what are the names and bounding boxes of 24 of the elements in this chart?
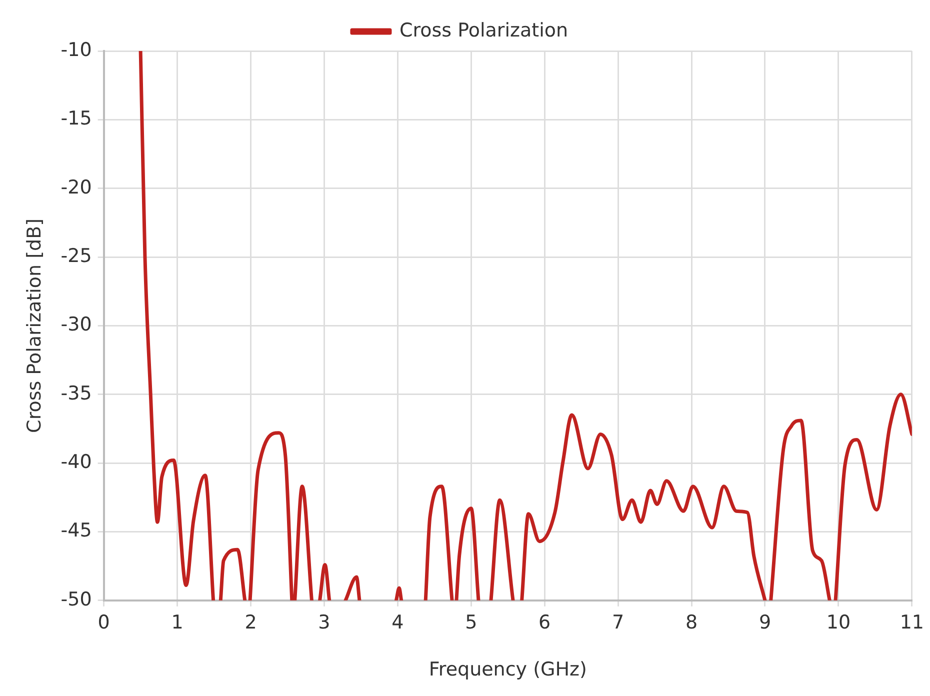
x-tick-label: 0	[98, 612, 110, 634]
x-tick-label: 11	[900, 612, 924, 634]
y-axis-title: Cross Polarization [dB]	[23, 218, 46, 433]
x-tick-label: 9	[758, 612, 772, 634]
x-tick-label: 4	[392, 612, 404, 634]
y-tick-label: -35	[60, 382, 92, 404]
y-tick-label: -15	[60, 108, 92, 130]
y-tick-label: -30	[60, 314, 92, 336]
x-tick-label: 2	[244, 612, 257, 634]
x-tick-label: 10	[826, 612, 851, 634]
y-tick-label: -50	[60, 588, 92, 610]
y-tick-label: -40	[60, 450, 92, 473]
y-tick-label: -20	[60, 176, 92, 198]
x-tick-label: 6	[538, 612, 551, 634]
x-tick-label: 1	[171, 612, 184, 634]
x-tick-label: 5	[465, 612, 478, 634]
y-tick-label: -25	[60, 244, 92, 267]
y-tick-label: -10	[60, 38, 92, 61]
x-tick-label: 8	[685, 612, 698, 634]
x-tick-label: 7	[612, 612, 624, 634]
x-axis-title: Frequency (GHz)	[428, 658, 587, 681]
y-tick-label: -45	[60, 520, 92, 542]
x-tick-label: 3	[318, 612, 330, 634]
legend-label: Cross Polarization	[399, 19, 568, 42]
